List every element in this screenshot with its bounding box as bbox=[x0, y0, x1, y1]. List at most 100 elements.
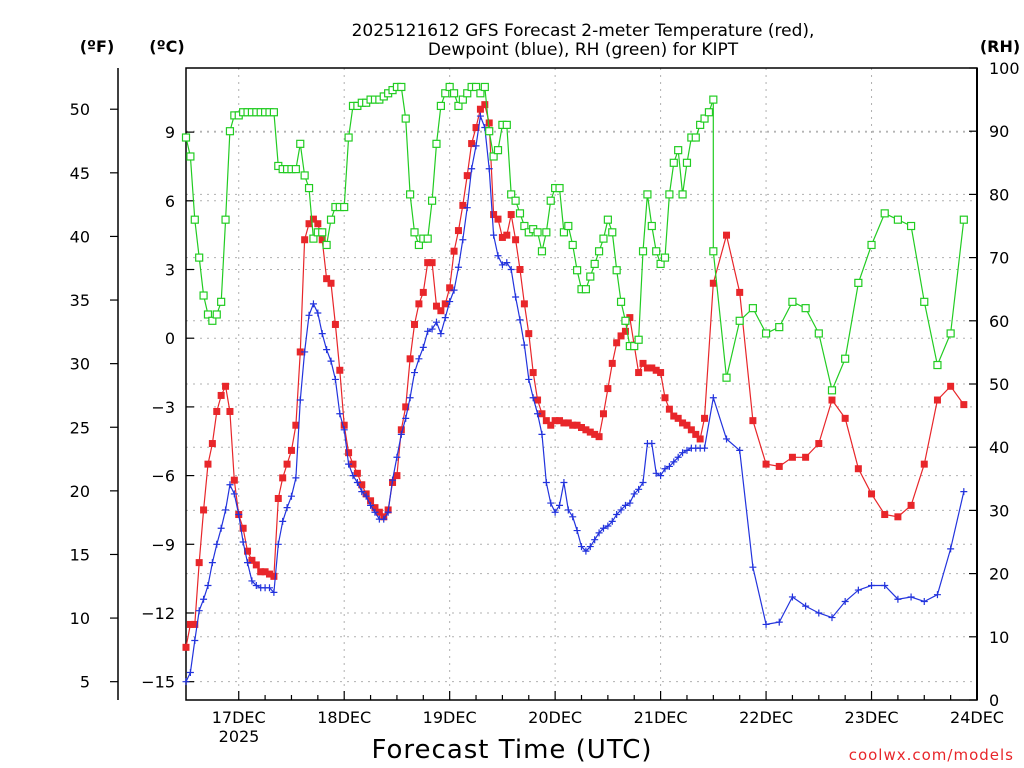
temperature-marker bbox=[292, 421, 300, 429]
dewpoint-series bbox=[182, 112, 968, 686]
dewpoint-marker bbox=[437, 330, 445, 338]
dewpoint-marker bbox=[815, 609, 823, 617]
dewpoint-marker bbox=[551, 508, 559, 516]
rh-marker bbox=[304, 183, 314, 193]
dewpoint-marker bbox=[762, 620, 770, 628]
rh-marker bbox=[344, 133, 353, 142]
temperature-marker bbox=[274, 494, 282, 502]
f-tick-label: 40 bbox=[70, 227, 90, 246]
watermark: coolwx.com/models bbox=[849, 746, 1014, 764]
rh-marker bbox=[507, 190, 516, 199]
temperature-marker bbox=[252, 561, 260, 569]
f-tick-label: 20 bbox=[70, 482, 90, 501]
dewpoint-marker bbox=[547, 499, 555, 507]
dewpoint-marker bbox=[723, 435, 731, 443]
temperature-marker bbox=[485, 119, 493, 127]
rh-marker bbox=[190, 215, 199, 224]
rh-marker bbox=[423, 234, 432, 243]
temperature-marker bbox=[626, 314, 634, 322]
rh-marker bbox=[186, 152, 195, 161]
rh-marker bbox=[555, 183, 564, 193]
dewpoint-marker bbox=[283, 504, 291, 512]
dewpoint-marker bbox=[507, 266, 515, 274]
dewpoint-marker bbox=[428, 325, 436, 333]
dewpoint-marker bbox=[573, 527, 581, 535]
dewpoint-marker bbox=[608, 517, 616, 525]
temperature-marker bbox=[648, 364, 656, 372]
temperature-marker bbox=[621, 327, 629, 335]
dewpoint-marker bbox=[670, 458, 678, 466]
rh-tick-label: 70 bbox=[989, 249, 1009, 268]
temperature-marker bbox=[226, 407, 234, 415]
dewpoint-marker bbox=[200, 595, 208, 603]
rh-tick-label: 90 bbox=[989, 122, 1009, 141]
rh-marker bbox=[590, 259, 599, 269]
chart-title-line2: Dewpoint (blue), RH (green) for KIPT bbox=[428, 40, 739, 60]
temperature-marker bbox=[657, 369, 665, 377]
dewpoint-marker bbox=[490, 231, 498, 239]
temperature-marker bbox=[683, 421, 691, 429]
temperature-marker bbox=[454, 227, 462, 235]
temperature-marker bbox=[802, 453, 810, 461]
rh-marker bbox=[208, 316, 217, 325]
temperature-marker bbox=[424, 259, 432, 267]
dewpoint-marker bbox=[309, 300, 317, 308]
rh-tick-label: 20 bbox=[989, 565, 1009, 584]
temperature-marker bbox=[270, 572, 278, 580]
temperature-marker bbox=[283, 460, 291, 468]
temperature-marker bbox=[239, 524, 247, 532]
c-tick-label: −6 bbox=[151, 467, 175, 486]
rh-marker bbox=[269, 108, 278, 117]
rh-tick-label: 0 bbox=[989, 691, 999, 710]
x-tick-label: 20DEC bbox=[528, 708, 582, 727]
temperature-marker bbox=[340, 421, 348, 429]
dewpoint-marker bbox=[230, 490, 238, 498]
year-label: 2025 bbox=[219, 727, 260, 746]
rh-marker bbox=[920, 297, 929, 306]
dewpoint-marker bbox=[336, 410, 344, 418]
rh-marker bbox=[520, 221, 529, 231]
f-tick-label: 25 bbox=[70, 418, 90, 437]
rh-marker bbox=[212, 310, 221, 319]
rh-marker bbox=[537, 247, 547, 256]
temperature-marker bbox=[411, 320, 419, 328]
temperature-marker bbox=[828, 396, 836, 404]
temperature-marker bbox=[428, 259, 436, 267]
temperature-marker bbox=[468, 140, 476, 148]
rh-marker bbox=[722, 373, 731, 382]
temperature-marker bbox=[265, 570, 273, 578]
temperature-marker bbox=[323, 275, 331, 283]
temperature-marker bbox=[204, 460, 212, 468]
temperature-marker bbox=[652, 366, 660, 374]
dewpoint-marker bbox=[503, 259, 511, 267]
temperature-marker bbox=[815, 440, 823, 448]
temperature-marker bbox=[191, 620, 199, 628]
dewpoint-marker bbox=[578, 543, 585, 551]
dewpoint-marker bbox=[393, 453, 401, 461]
x-tick-label: 23DEC bbox=[845, 708, 899, 727]
f-tick-label: 45 bbox=[70, 164, 90, 183]
f-tick-label: 15 bbox=[70, 545, 90, 564]
dewpoint-marker bbox=[454, 263, 462, 271]
c-tick-label: −12 bbox=[141, 604, 175, 623]
dewpoint-marker bbox=[512, 293, 520, 301]
temperature-marker bbox=[701, 414, 709, 422]
temperature-marker bbox=[446, 284, 454, 292]
temperature-marker bbox=[894, 513, 902, 521]
temperature-marker bbox=[551, 417, 559, 425]
rh-marker bbox=[748, 304, 757, 313]
dewpoint-marker bbox=[542, 478, 550, 486]
temperature-marker bbox=[331, 320, 339, 328]
x-tick-label: 18DEC bbox=[317, 708, 371, 727]
dewpoint-marker bbox=[191, 636, 199, 644]
temperature-marker bbox=[578, 424, 585, 432]
temperature-marker bbox=[472, 124, 480, 132]
rh-marker bbox=[735, 316, 744, 325]
rh-marker bbox=[704, 108, 714, 117]
rh-marker bbox=[867, 240, 876, 250]
rh-marker bbox=[616, 297, 626, 306]
x-tick-label: 19DEC bbox=[423, 708, 477, 727]
dewpoint-marker bbox=[463, 204, 471, 212]
temperature-marker bbox=[494, 215, 502, 223]
rh-marker bbox=[445, 82, 454, 92]
